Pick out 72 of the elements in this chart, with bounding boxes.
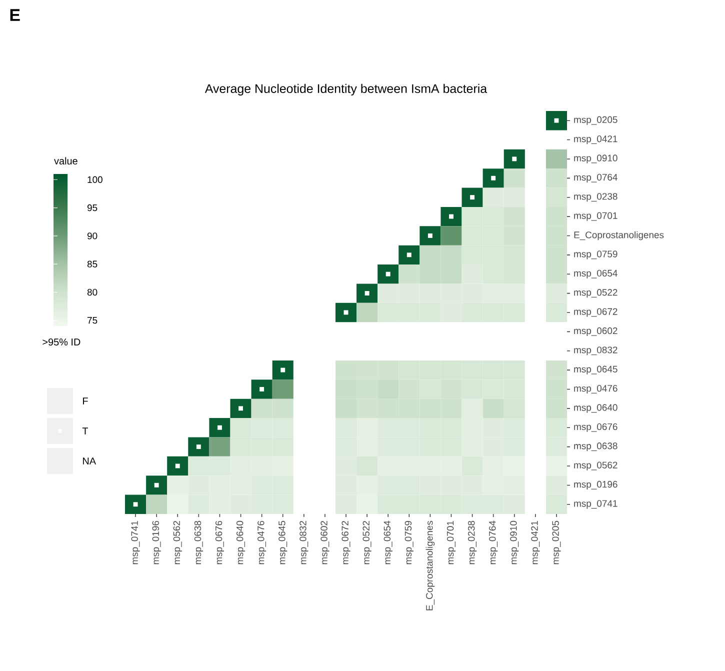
data-label: ▪ xyxy=(386,272,390,276)
x-tick-label: msp_0701 xyxy=(446,520,456,564)
color-bar-label: 90 xyxy=(87,232,98,240)
color-bar-label: 95 xyxy=(87,204,98,212)
y-tick-label: msp_0205 xyxy=(574,116,618,125)
y-tick-label: msp_0602 xyxy=(574,327,618,336)
x-tick-label: msp_0741 xyxy=(131,520,140,564)
x-tick-label: msp_0562 xyxy=(173,520,182,564)
color-bar-title: value xyxy=(54,157,78,164)
color-bar-label: 75 xyxy=(88,317,98,324)
y-tick-label: msp_0645 xyxy=(574,366,618,374)
y-tick-label: msp_0476 xyxy=(574,384,618,394)
data-label: ▪ xyxy=(280,368,286,372)
x-tick-label: msp_0196 xyxy=(152,520,161,564)
y-tick-label: msp_0238 xyxy=(574,193,618,202)
data-label: ▪ xyxy=(154,482,159,488)
y-tick-label: msp_0522 xyxy=(574,289,618,298)
color-bar-label: 85 xyxy=(87,260,98,268)
color-bar-label: 80 xyxy=(87,288,98,296)
x-tick-label: msp_0602 xyxy=(320,520,330,564)
y-tick-label: msp_0741 xyxy=(574,500,618,509)
y-tick-label: msp_0654 xyxy=(574,270,618,278)
y-tick-label: msp_0759 xyxy=(574,250,618,260)
text: NA xyxy=(83,458,96,464)
y-tick-label: msp_0764 xyxy=(574,174,618,182)
data-label: ▪ xyxy=(406,252,412,258)
x-tick-label: msp_0759 xyxy=(404,520,414,564)
data-label: ▪ xyxy=(449,214,454,219)
legend-title: >95% ID xyxy=(42,338,80,346)
y-tick-label: msp_0832 xyxy=(574,346,618,356)
y-tick-label: msp_0421 xyxy=(574,135,618,144)
data-label: ▪ xyxy=(133,502,138,507)
x-tick-label: msp_0832 xyxy=(300,520,308,564)
y-tick-label: E_Coprostanoligenes xyxy=(574,231,664,240)
y-tick-label: msp_0701 xyxy=(574,212,618,221)
data-label: ▪ xyxy=(470,195,475,200)
x-tick-label: msp_0640 xyxy=(236,520,246,564)
data-label: ▪ xyxy=(196,444,201,450)
x-tick-label: msp_0676 xyxy=(215,520,224,564)
y-tick-label: msp_0562 xyxy=(574,462,618,470)
text: F xyxy=(83,398,88,404)
x-tick-label: msp_0654 xyxy=(384,520,392,564)
text: T xyxy=(82,428,88,434)
x-tick-label: msp_0645 xyxy=(278,520,288,564)
data-label: ▪ xyxy=(175,464,180,468)
y-tick-label: msp_0640 xyxy=(574,404,618,413)
y-tick-label: msp_0910 xyxy=(574,154,618,164)
chart-title: Average Nucleotide Identity between IsmA bacteria xyxy=(204,84,488,96)
x-tick-label: msp_0421 xyxy=(531,520,540,564)
data-label: ▪ xyxy=(512,156,517,162)
x-tick-label: msp_0638 xyxy=(194,520,203,564)
y-tick-label: msp_0676 xyxy=(574,423,618,432)
x-tick-label: msp_0476 xyxy=(258,520,266,564)
data-label: ▪ xyxy=(364,291,370,296)
color-bar-label: 100 xyxy=(88,176,102,183)
x-tick-label: E_Coprostanoligenes xyxy=(426,520,435,610)
data-label: ▪ xyxy=(554,118,559,123)
x-tick-label: msp_0764 xyxy=(489,520,498,564)
y-tick-label: msp_0638 xyxy=(574,442,618,452)
data-label: ▪ xyxy=(491,176,496,180)
y-tick-label: msp_0196 xyxy=(574,480,618,490)
x-tick-label: msp_0238 xyxy=(468,520,477,564)
text: E xyxy=(10,9,20,21)
x-tick-label: msp_0522 xyxy=(362,520,372,564)
data-label: ▪ xyxy=(238,406,243,411)
x-tick-label: msp_0910 xyxy=(510,520,519,564)
data-label: ▪ xyxy=(217,425,222,430)
data-label: ▪ xyxy=(344,310,348,315)
y-tick-label: msp_0672 xyxy=(574,308,618,317)
data-label: ▪ xyxy=(260,386,264,392)
data-label: ▪ xyxy=(428,233,432,238)
x-tick-label: msp_0672 xyxy=(342,520,350,564)
